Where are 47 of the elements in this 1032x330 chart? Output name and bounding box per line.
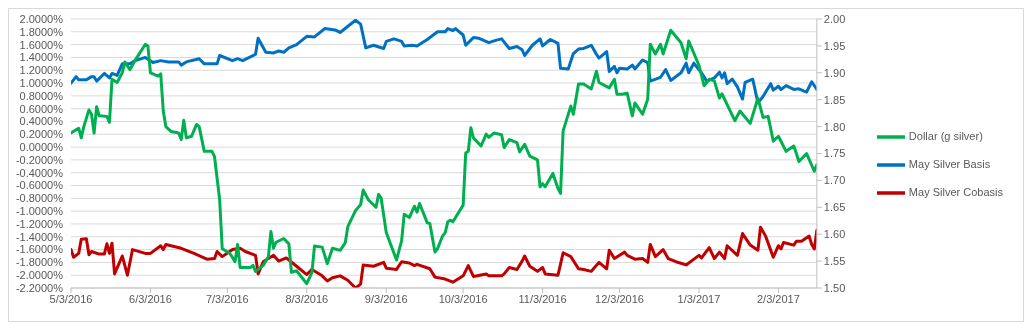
y2-tick-label: 1.90	[823, 66, 846, 79]
y2-tick-label: 1.75	[823, 147, 846, 160]
y-tick-label: -1.0000%	[15, 205, 64, 218]
y2-tick-label: 1.95	[823, 39, 846, 52]
y2-tick-label: 1.65	[823, 201, 846, 214]
y-tick-label: 1.0000%	[19, 76, 64, 89]
y2-tick-label: 1.80	[823, 120, 846, 133]
y-tick-label: 0.8000%	[19, 89, 64, 102]
x-tick-label: 5/3/2016	[49, 292, 93, 305]
legend-label: Dollar (g silver)	[908, 129, 983, 142]
x-tick-label: 2/3/2017	[757, 292, 800, 305]
y-tick-label: 0.4000%	[19, 115, 64, 128]
y-tick-label: 0.2000%	[19, 128, 64, 141]
y-tick-label: 1.2000%	[19, 64, 64, 77]
y2-tick-label: 1.85	[823, 93, 846, 106]
y-tick-label: 1.6000%	[19, 38, 64, 51]
y-tick-label: -1.8000%	[15, 256, 64, 269]
y2-tick-label: 1.55	[823, 255, 846, 268]
x-tick-label: 8/3/2016	[285, 292, 329, 305]
y2-tick-label: 1.70	[823, 174, 846, 187]
y2-tick-label: 2.00	[823, 12, 846, 25]
y-tick-label: 0.6000%	[19, 102, 64, 115]
y2-tick-label: 1.60	[823, 228, 846, 241]
y-tick-label: -2.0000%	[15, 269, 64, 282]
y2-tick-label: 1.50	[823, 281, 846, 294]
y-tick-label: -1.2000%	[15, 217, 64, 230]
line-series	[71, 19, 817, 105]
x-tick-label: 7/3/2016	[205, 292, 249, 305]
y-tick-label: 0.0000%	[19, 141, 64, 153]
legend-label: May Silver Cobasis	[908, 185, 1003, 198]
y-tick-label: 1.4000%	[19, 51, 64, 64]
y-tick-label: -0.8000%	[15, 192, 64, 205]
y-tick-label: -0.2000%	[15, 153, 64, 166]
x-tick-label: 9/3/2016	[364, 292, 408, 305]
x-tick-label: 10/3/2016	[438, 292, 488, 305]
y-tick-label: -1.6000%	[15, 243, 64, 256]
legend-label: May Silver Basis	[908, 157, 991, 170]
x-tick-label: 6/3/2016	[129, 292, 172, 305]
y-tick-label: -1.4000%	[15, 230, 64, 243]
y-tick-label: -0.6000%	[15, 179, 64, 192]
x-tick-label: 12/3/2016	[595, 292, 644, 305]
x-tick-label: 1/3/2017	[677, 292, 721, 305]
x-tick-label: 11/3/2016	[518, 292, 567, 305]
y-tick-label: -0.4000%	[15, 166, 64, 179]
y-tick-label: 1.8000%	[19, 25, 64, 38]
y-tick-label: 2.0000%	[19, 12, 64, 25]
y-tick-label: -2.2000%	[15, 281, 64, 294]
